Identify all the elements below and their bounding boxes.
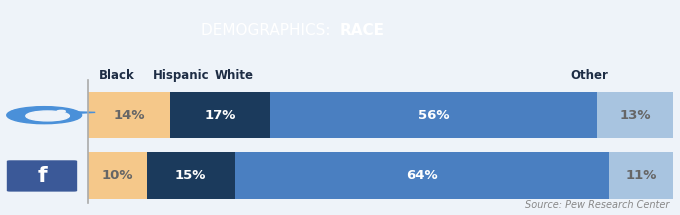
- FancyBboxPatch shape: [147, 152, 235, 199]
- FancyBboxPatch shape: [597, 92, 673, 138]
- Ellipse shape: [12, 110, 70, 118]
- Text: 64%: 64%: [406, 169, 437, 182]
- Circle shape: [57, 110, 65, 112]
- FancyBboxPatch shape: [235, 152, 609, 199]
- Text: 56%: 56%: [418, 109, 449, 122]
- FancyBboxPatch shape: [270, 92, 597, 138]
- Text: 10%: 10%: [102, 169, 133, 182]
- FancyBboxPatch shape: [7, 160, 77, 192]
- Text: White: White: [214, 69, 253, 82]
- Text: Black: Black: [99, 69, 135, 82]
- Text: DEMOGRAPHICS:: DEMOGRAPHICS:: [201, 23, 340, 38]
- Text: f: f: [37, 166, 47, 186]
- Text: 11%: 11%: [626, 169, 657, 182]
- Text: Hispanic: Hispanic: [153, 69, 209, 82]
- Circle shape: [26, 111, 69, 121]
- Text: 15%: 15%: [175, 169, 207, 182]
- Polygon shape: [71, 112, 95, 114]
- Text: 17%: 17%: [204, 109, 236, 122]
- FancyBboxPatch shape: [88, 152, 147, 199]
- FancyBboxPatch shape: [88, 92, 170, 138]
- Text: 13%: 13%: [619, 109, 651, 122]
- FancyBboxPatch shape: [170, 92, 270, 138]
- Circle shape: [7, 107, 82, 124]
- Text: 14%: 14%: [114, 109, 145, 122]
- Text: Source: Pew Research Center: Source: Pew Research Center: [526, 200, 670, 210]
- Text: RACE: RACE: [340, 23, 385, 38]
- Text: Other: Other: [571, 69, 609, 82]
- FancyBboxPatch shape: [609, 152, 673, 199]
